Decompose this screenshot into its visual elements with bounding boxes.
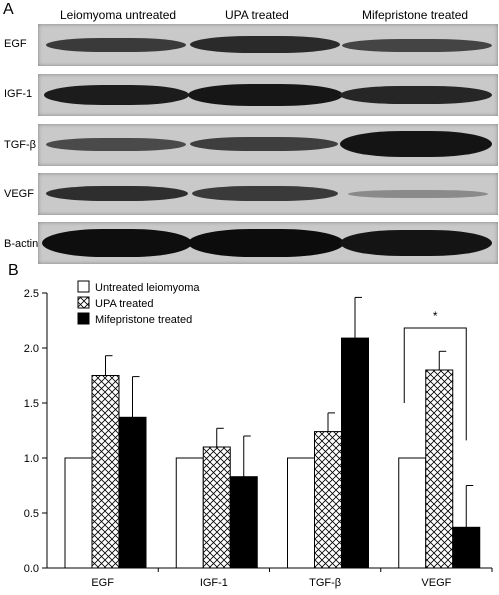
column-header-mifepristone: Mifepristone treated: [362, 8, 469, 22]
legend-label: UPA treated: [95, 298, 154, 310]
bar: [341, 337, 369, 569]
bar: [314, 431, 342, 569]
y-tick-label: 0.5: [24, 508, 39, 520]
y-tick-label: 1.0: [24, 453, 39, 465]
blot-label-igf1: IGF-1: [4, 88, 33, 100]
bar: [64, 457, 93, 569]
x-tick-label: IGF-1: [200, 577, 228, 589]
blot-label-vegf: VEGF: [4, 188, 34, 200]
y-tick-label: 0.0: [24, 563, 39, 575]
legend-swatch: [77, 280, 90, 293]
y-tick-label: 1.5: [24, 398, 39, 410]
bar: [118, 416, 147, 569]
significance-bracket: [403, 327, 467, 441]
blot-label-bactin: B-actin: [4, 238, 39, 250]
y-tick-label: 2.0: [24, 343, 39, 355]
blot-label-tgfb: TGF-β: [4, 139, 36, 151]
legend-label: Untreated leiomyoma: [95, 282, 200, 294]
legend-swatch: [77, 312, 90, 325]
blot-egf: [38, 24, 498, 66]
legend-label: Mifepristone treated: [95, 314, 192, 326]
x-tick-label: EGF: [91, 577, 114, 589]
bar: [202, 446, 231, 569]
bar: [229, 476, 258, 569]
legend-swatch: [77, 296, 90, 309]
blot-igf1: [38, 74, 498, 116]
bar: [91, 375, 120, 569]
bar: [175, 457, 204, 569]
column-header-untreated: Leiomyoma untreated: [60, 8, 177, 22]
panel-b-label: B: [8, 262, 19, 279]
bar: [398, 457, 427, 569]
x-tick-label: TGF-β: [309, 577, 341, 589]
y-tick-label: 2.5: [24, 288, 39, 300]
bar: [452, 526, 481, 569]
blot-label-egf: EGF: [4, 38, 27, 50]
blot-vegf: [38, 173, 498, 215]
x-tick-label: VEGF: [421, 577, 451, 589]
bar: [425, 369, 454, 569]
panel-a-label: A: [3, 1, 14, 18]
significance-star: *: [433, 309, 438, 323]
bar: [287, 457, 315, 569]
column-header-upa: UPA treated: [225, 8, 289, 22]
blot-bactin: [38, 222, 498, 264]
blot-tgfb: [38, 124, 498, 166]
